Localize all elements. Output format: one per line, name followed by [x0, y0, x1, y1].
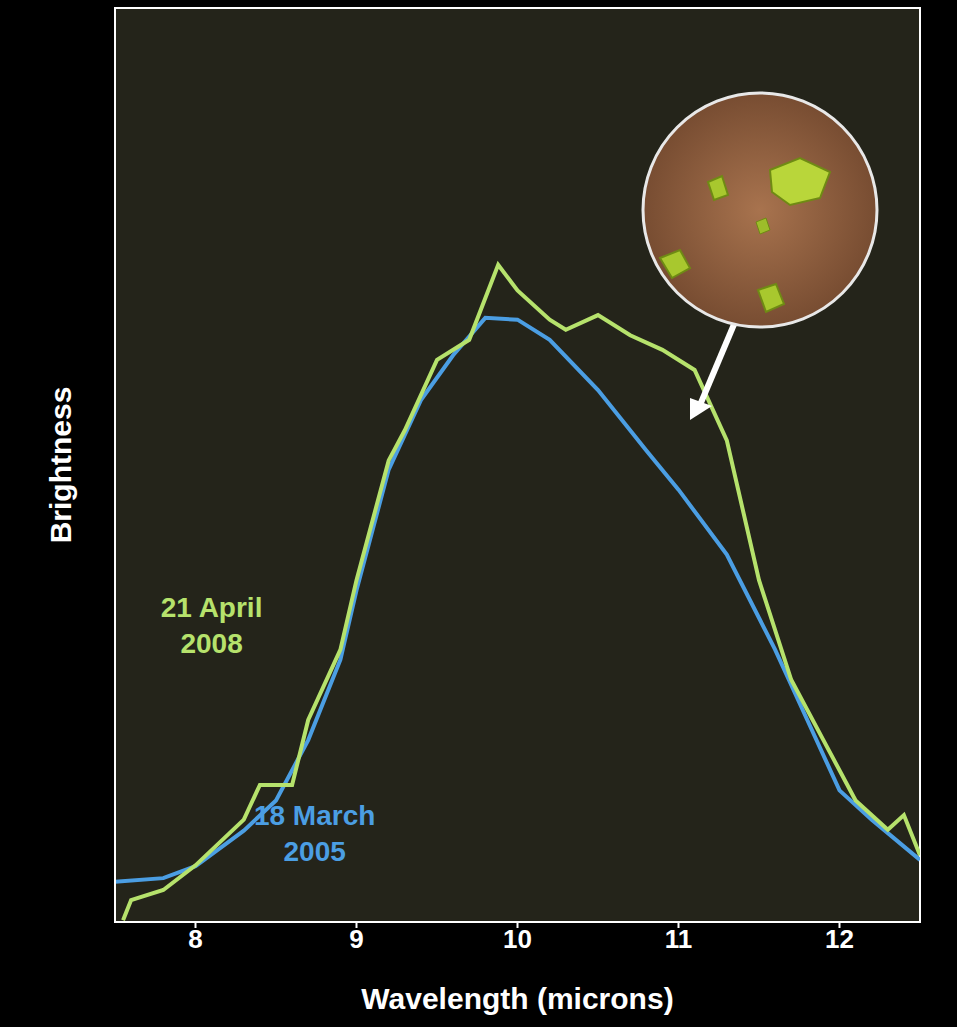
svg-text:9: 9 [349, 924, 363, 954]
svg-text:8: 8 [188, 924, 202, 954]
svg-text:12: 12 [825, 924, 854, 954]
svg-text:Brightness: Brightness [44, 387, 77, 544]
svg-text:11: 11 [665, 924, 693, 954]
svg-text:Wavelength (microns): Wavelength (microns) [361, 982, 673, 1015]
svg-text:10: 10 [503, 924, 532, 954]
svg-text:18 March2005: 18 March2005 [254, 800, 375, 867]
svg-text:21 April2008: 21 April2008 [161, 592, 263, 659]
